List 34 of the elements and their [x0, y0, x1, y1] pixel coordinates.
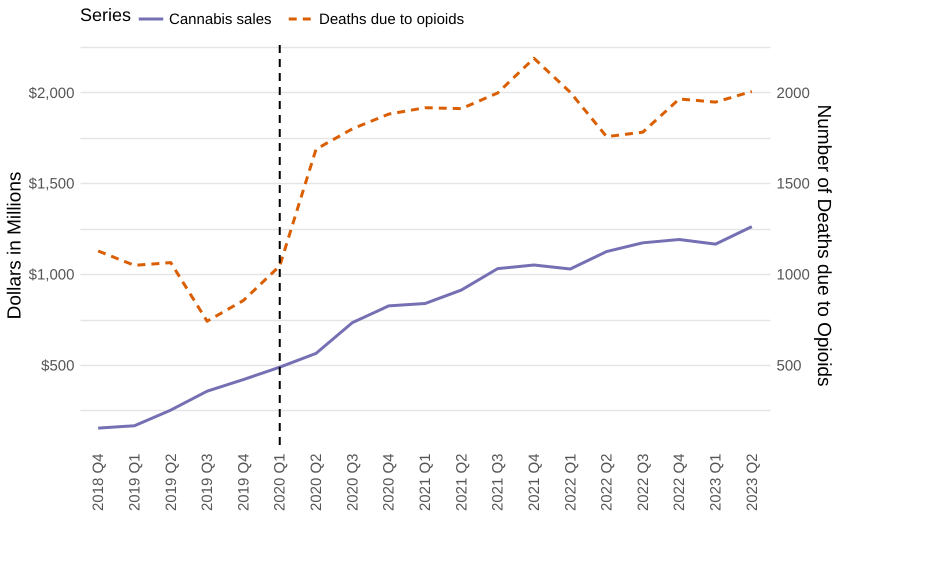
y-tick-label: $500	[41, 358, 74, 374]
y-tick-label: $2,000	[28, 84, 74, 102]
x-tick-label: 2020 Q2	[308, 454, 326, 512]
line-series	[96, 56, 754, 323]
y-tick-label: $1,500	[28, 176, 74, 193]
x-tick-label: 2022 Q4	[671, 454, 688, 512]
y2-tick-label: 500	[776, 358, 802, 374]
legend-label: Deaths due to opioids	[319, 11, 464, 28]
x-tick-label: 2021 Q3	[490, 454, 507, 512]
x-tick-label: 2021 Q1	[417, 454, 434, 512]
x-tick-label: 2018 Q4	[90, 454, 108, 512]
x-tick-label: 2023 Q1	[708, 454, 725, 512]
x-tick-label: 2019 Q4	[235, 454, 252, 512]
y-axis-title: Dollars in Millions	[4, 172, 26, 320]
legend-label: Cannabis sales	[169, 11, 272, 28]
legend-title: Series	[80, 5, 132, 25]
x-tick-label: 2023 Q2	[744, 454, 761, 512]
y2-tick-label: 2000	[776, 84, 810, 102]
x-tick-label: 2020 Q3	[344, 454, 362, 512]
x-tick-label: 2022 Q1	[562, 454, 580, 512]
x-tick-label: 2022 Q3	[634, 454, 652, 512]
x-tick-label: 2022 Q2	[598, 454, 616, 512]
x-tick-label: 2019 Q3	[199, 454, 216, 512]
x-tick-label: 2020 Q4	[380, 454, 398, 512]
x-tick-label: 2020 Q1	[272, 454, 289, 512]
y-tick-label: $1,000	[28, 266, 74, 284]
line-series	[96, 225, 754, 430]
x-tick-label: 2021 Q4	[526, 454, 543, 512]
x-tick-label: 2021 Q2	[453, 454, 470, 512]
x-tick-label: 2019 Q1	[126, 454, 144, 512]
y2-tick-label: 1000	[776, 266, 810, 284]
y2-tick-label: 1500	[776, 176, 810, 193]
y2-axis-title: Number of Deaths due to Opioids	[812, 104, 834, 386]
x-tick-label: 2019 Q2	[162, 454, 180, 512]
